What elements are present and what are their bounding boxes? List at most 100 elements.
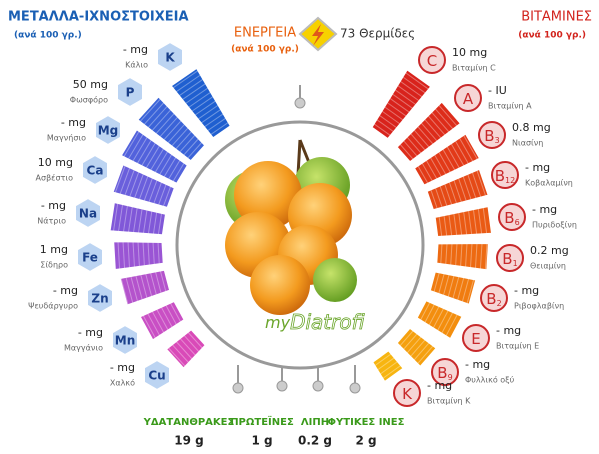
bar-stripe: [420, 122, 438, 142]
mineral-symbol: Cu: [148, 369, 165, 383]
bar-stripe: [462, 176, 472, 200]
bar-stripe: [122, 241, 126, 269]
bar-stripe: [421, 162, 433, 182]
vitamin-symbol: B1: [502, 250, 517, 268]
vitamin-letter: C: [427, 52, 437, 70]
vitamin-name: Πυριδοξίνη: [532, 221, 577, 230]
bar-stripe: [374, 353, 392, 367]
vitamin-sub: 12: [505, 176, 515, 185]
fruit: [225, 139, 357, 315]
bar-stripe: [386, 102, 407, 117]
bar: [137, 96, 206, 162]
vitamin-badge: [418, 46, 446, 74]
mineral-name: Χαλκό: [110, 378, 135, 388]
bar-stripe: [183, 138, 199, 156]
bar: [416, 300, 463, 340]
bar-stripe: [151, 109, 172, 132]
bar-stripe: [170, 302, 182, 323]
bar-stripe: [147, 211, 153, 234]
bar-stripe: [159, 116, 179, 138]
mineral-amount: 1 mg: [40, 243, 68, 256]
bar-stripe: [432, 308, 445, 329]
vitamin-amount: 10 mg: [452, 46, 487, 59]
mineral-badge: [116, 75, 144, 109]
mineral-symbol: K: [165, 51, 175, 65]
bar-stripe: [434, 154, 447, 175]
energy-subtitle: (ανά 100 γρ.): [231, 45, 299, 55]
bar-stripe: [444, 183, 453, 205]
bar-stripe: [113, 203, 119, 232]
bar-stripe: [379, 361, 398, 375]
mineral-amount: 10 mg: [38, 156, 73, 169]
vitamin-badge: [462, 324, 490, 352]
bar-stripe: [438, 104, 458, 127]
bar-stripe: [194, 100, 216, 116]
bar-stripe: [463, 211, 468, 235]
bar-stripe: [135, 275, 143, 300]
bar-stripe: [142, 242, 145, 266]
mineral-symbol: Fe: [82, 251, 98, 265]
bar-stripe: [433, 272, 440, 293]
bar-stripe: [394, 89, 417, 106]
vitamin-symbol: B2: [486, 290, 501, 308]
mineral-symbol: P: [126, 86, 135, 100]
bar-stripe: [137, 208, 143, 233]
bar-stripe: [179, 338, 196, 356]
vitamin-name: Βιταμίνη K: [427, 397, 471, 406]
bar-stripe: [125, 277, 134, 304]
vitamin-name: Θειαμίνη: [530, 262, 566, 271]
bar-stripe: [127, 134, 144, 160]
bar-stripe: [389, 97, 410, 113]
bar-stripe: [482, 207, 488, 234]
bar: [139, 300, 185, 341]
bar-stripe: [155, 113, 175, 135]
bar: [436, 242, 489, 271]
lightning: [312, 24, 324, 46]
vitamin-badge: [454, 84, 482, 112]
bar-stripe: [428, 306, 440, 326]
bar-stripe: [148, 179, 158, 203]
vitamins-title: ΒΙΤΑΜΙΝΕΣ: [521, 10, 592, 25]
bar-stripe: [410, 133, 426, 151]
mineral-badge: [81, 153, 109, 187]
mineral-amount: - mg: [123, 43, 148, 56]
vitamin-sub: 9: [448, 373, 453, 382]
macro-label: ΥΔΑΤΑΝΘΡΑΚΕΣ: [143, 417, 235, 428]
energy-title: ΕΝΕΡΓΕΙΑ: [234, 26, 296, 41]
bar-stripe: [459, 137, 474, 162]
bar-stripe: [377, 357, 395, 371]
bar-stripe: [376, 119, 394, 133]
bar-stripe: [474, 243, 478, 269]
bar-stripe: [114, 165, 126, 193]
bar: [413, 133, 481, 186]
vitamin-letter: B: [486, 290, 496, 308]
bar-stripe: [167, 347, 186, 367]
mineral-amount: - mg: [78, 326, 103, 339]
mineral-amount: - mg: [53, 284, 78, 297]
bar-stripe: [154, 151, 169, 173]
bar-stripe: [455, 243, 458, 266]
vitamin-amount: 0.2 mg: [530, 244, 569, 257]
bar-stripe: [470, 243, 473, 268]
vitamin-letter: B: [484, 127, 494, 145]
bar-stripe: [204, 113, 224, 128]
bar-stripe: [183, 335, 200, 353]
bar-stripe: [137, 242, 140, 267]
bar-stripe: [156, 309, 169, 331]
bar-stripe: [132, 207, 138, 233]
bar-stripe: [384, 106, 404, 121]
ring-knob: [294, 97, 306, 109]
bar-stripe: [406, 336, 422, 354]
bar-stripe: [172, 70, 199, 89]
bar-stripe: [427, 115, 446, 136]
bar-stripe: [145, 273, 153, 297]
bar-stripe: [132, 241, 135, 268]
bar-stripe: [130, 276, 138, 302]
bar-stripe: [403, 333, 418, 350]
mineral-badge: [76, 240, 104, 274]
bar-stripe: [413, 342, 430, 361]
bar-stripe: [382, 365, 401, 379]
vitamin-symbol: C: [427, 52, 437, 70]
bar-stripe: [445, 314, 458, 337]
mineral-amount: 50 mg: [73, 78, 108, 91]
